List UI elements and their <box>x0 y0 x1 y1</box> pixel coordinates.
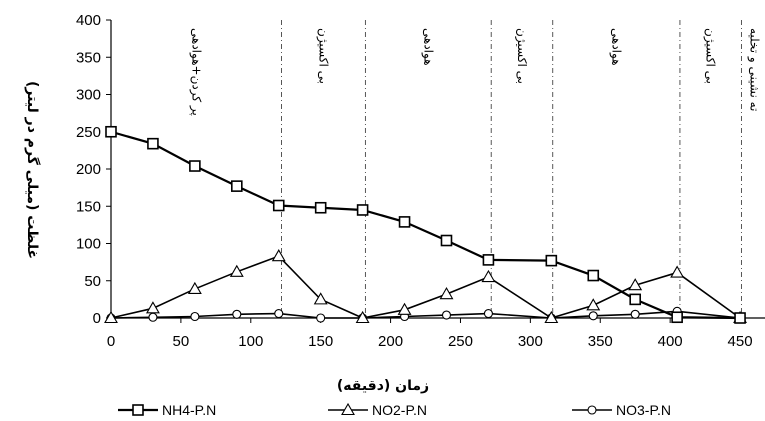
y-axis-title: غلظت (میلی گرم در لیتر) <box>24 81 41 259</box>
legend-marker <box>341 402 355 416</box>
y-tick-label: 50 <box>84 273 101 290</box>
phase-label: پر کردن+هوادهی <box>188 28 203 116</box>
data-point <box>232 309 242 319</box>
x-tick-label: 150 <box>308 333 333 350</box>
data-point <box>190 311 200 322</box>
phase-label: هوادهی <box>608 28 623 66</box>
legend-marker <box>587 405 597 415</box>
series-circle <box>106 306 745 323</box>
data-point <box>104 310 118 324</box>
y-tick-label: 250 <box>76 124 101 141</box>
y-tick-label: 200 <box>76 161 101 178</box>
series <box>104 125 747 324</box>
data-point <box>316 313 326 323</box>
series-triangle <box>104 249 747 324</box>
x-tick-label: 450 <box>728 333 753 350</box>
data-point <box>628 278 643 291</box>
data-point <box>587 269 600 282</box>
x-tick-label: 50 <box>173 333 190 350</box>
x-tick-label: 100 <box>238 333 263 350</box>
data-point <box>483 308 493 319</box>
phase-label: ته نشینی و تخلیه <box>747 28 762 111</box>
phase-label: هوادهی <box>420 28 435 66</box>
data-point <box>671 311 683 324</box>
phase-label: بی اکسیژن <box>315 28 330 84</box>
data-point <box>441 310 452 320</box>
phase-label: بی اکسیژن <box>703 28 718 84</box>
series-line <box>110 310 741 319</box>
data-point <box>229 264 244 277</box>
data-point <box>314 201 327 214</box>
data-point <box>356 204 369 216</box>
x-tick-label: 0 <box>107 333 115 350</box>
phase-labels: پر کردن+هوادهی بی اکسیژن هوادهی بی اکسیژن هو… <box>188 28 761 116</box>
legend-item: NO3-P.N <box>572 402 671 418</box>
x-tick-label: 250 <box>448 333 473 350</box>
data-point <box>274 308 284 319</box>
data-point <box>482 254 495 266</box>
data-point <box>545 254 558 267</box>
legend-item: NO2-P.N <box>328 402 427 418</box>
data-point <box>629 293 642 306</box>
legend-item: NH4-P.N <box>118 402 216 418</box>
legend-label: NO3-P.N <box>616 402 671 418</box>
x-tick-label: 200 <box>378 333 403 350</box>
data-point <box>397 302 412 315</box>
legend-marker <box>132 404 144 416</box>
y-tick-label: 350 <box>76 49 101 66</box>
data-point <box>231 180 243 192</box>
data-point <box>147 137 159 150</box>
data-point <box>670 265 685 278</box>
data-point <box>439 287 454 300</box>
data-point <box>398 216 411 228</box>
x-tick-label: 400 <box>658 333 683 350</box>
series-line <box>110 255 741 319</box>
data-point <box>544 310 559 324</box>
data-point <box>272 199 285 212</box>
data-point <box>145 301 160 314</box>
data-point <box>630 309 640 319</box>
data-point <box>271 249 286 262</box>
data-point <box>189 160 201 172</box>
phase-boundaries <box>281 20 742 318</box>
y-ticks: 0 50 100 150 200 250 300 350 400 <box>76 12 111 327</box>
y-tick-label: 150 <box>76 198 101 215</box>
x-tick-label: 350 <box>588 333 613 350</box>
data-point <box>586 298 601 311</box>
y-tick-label: 300 <box>76 87 101 104</box>
series-line <box>110 130 741 320</box>
data-point <box>148 312 158 322</box>
legend: NH4-P.N NO2-P.N NO3-P.N <box>118 402 671 418</box>
legend-label: NH4-P.N <box>162 402 216 418</box>
data-point <box>105 125 117 138</box>
legend-label: NO2-P.N <box>372 402 427 418</box>
phase-label: بی اکسیژن <box>514 28 529 84</box>
y-tick-label: 100 <box>76 236 101 253</box>
data-point <box>313 292 328 305</box>
x-ticks: 0 50 100 150 200 250 300 350 400 450 <box>107 318 753 350</box>
data-point <box>187 281 202 294</box>
axes <box>110 20 765 319</box>
data-point <box>440 234 453 247</box>
x-tick-label: 300 <box>518 333 543 350</box>
data-point <box>588 311 598 321</box>
data-point <box>734 312 746 324</box>
data-point <box>481 269 496 283</box>
y-tick-label: 400 <box>76 12 101 29</box>
y-tick-label: 0 <box>93 310 101 327</box>
series-square <box>105 125 746 324</box>
data-point <box>355 310 370 324</box>
x-axis-title: زمان (دقیقه) <box>337 378 429 394</box>
